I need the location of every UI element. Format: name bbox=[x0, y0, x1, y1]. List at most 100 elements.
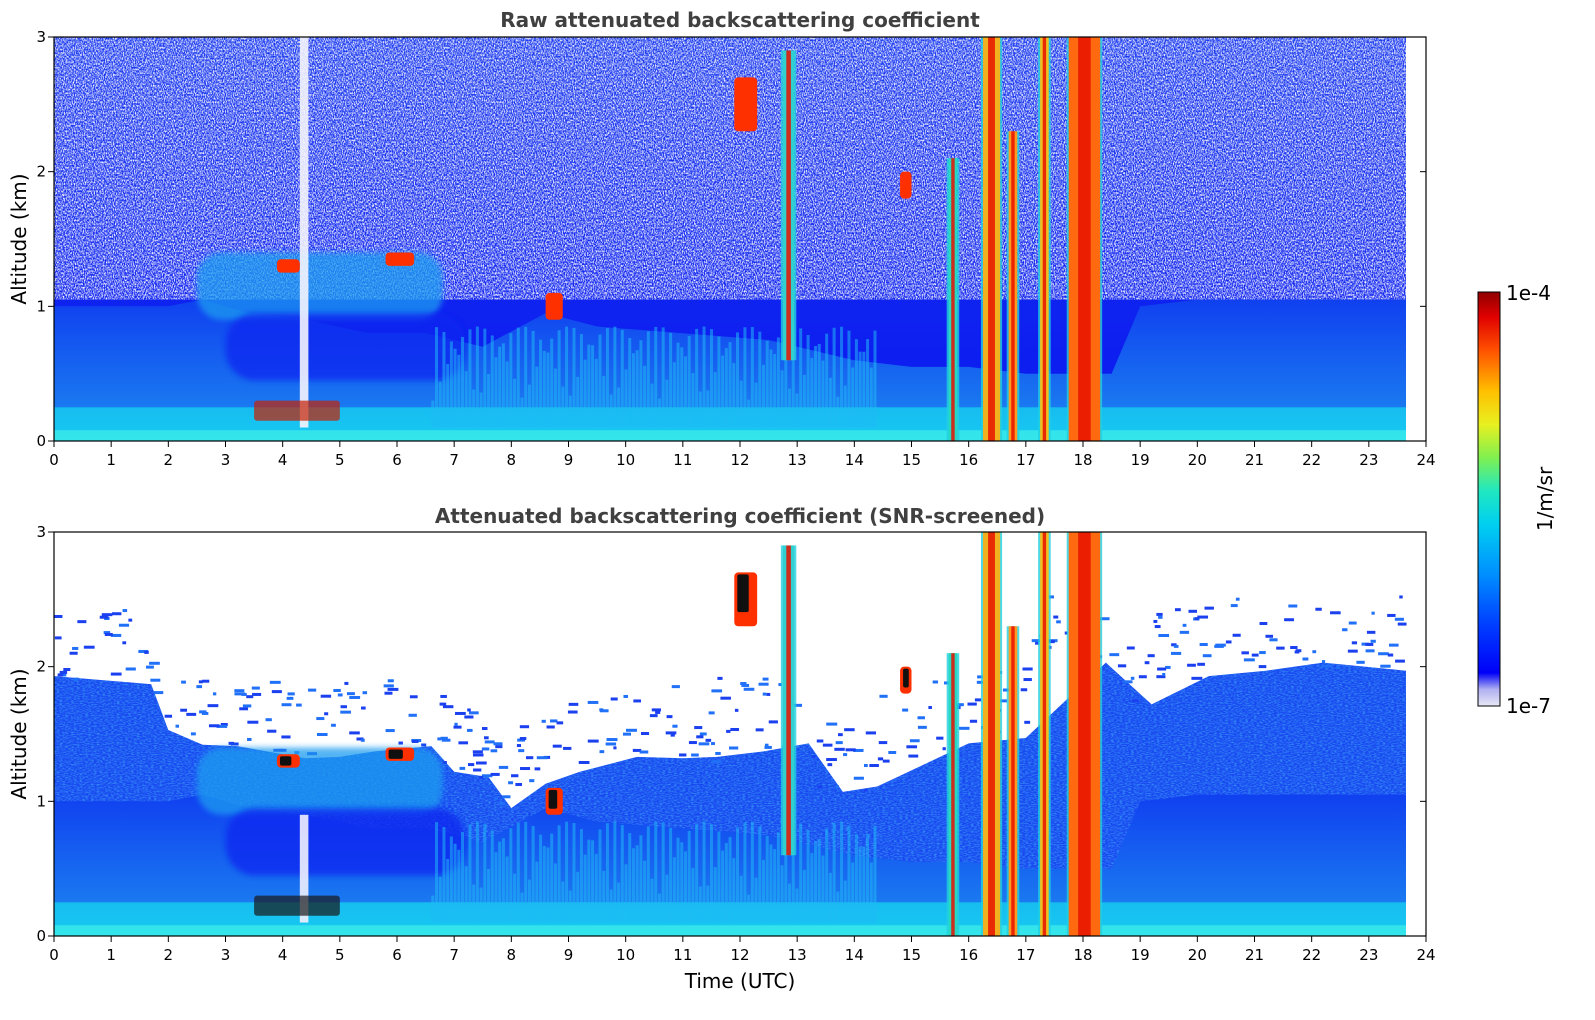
plume-streak bbox=[832, 327, 836, 428]
speckle-pixel bbox=[1035, 641, 1040, 645]
speckle-pixel bbox=[398, 741, 403, 745]
speckle-pixel bbox=[498, 765, 509, 769]
plume-streak bbox=[631, 353, 635, 428]
plume-streak bbox=[758, 331, 762, 428]
x-tick-label: 1 bbox=[106, 451, 116, 469]
clean-air-gap bbox=[225, 313, 466, 381]
plume-streak bbox=[561, 386, 565, 428]
speckle-pixel bbox=[481, 774, 493, 778]
plume-streak bbox=[728, 342, 732, 428]
speckle-pixel bbox=[63, 668, 71, 672]
speckle-pixel bbox=[128, 618, 133, 622]
plume-streak bbox=[546, 847, 550, 923]
speckle-pixel bbox=[442, 705, 454, 709]
speckle-pixel bbox=[296, 703, 302, 707]
speckle-pixel bbox=[54, 614, 63, 618]
panel2-title: Attenuated backscattering coefficient (S… bbox=[435, 504, 1045, 528]
heatmap-field bbox=[54, 532, 1426, 936]
plume-streak bbox=[535, 366, 539, 428]
plume-streak bbox=[542, 350, 546, 428]
x-tick-label: 22 bbox=[1302, 451, 1321, 469]
speckle-pixel bbox=[1356, 660, 1365, 664]
plume-streak bbox=[461, 336, 465, 428]
speckle-pixel bbox=[473, 768, 482, 772]
speckle-pixel bbox=[103, 631, 111, 635]
plume-streak bbox=[490, 830, 494, 923]
speckle-pixel bbox=[879, 694, 888, 698]
plume-streak bbox=[858, 846, 862, 923]
plume-streak bbox=[613, 326, 617, 428]
speckle-pixel bbox=[1302, 657, 1309, 661]
x-tick-label: 17 bbox=[1016, 451, 1035, 469]
speckle-pixel bbox=[349, 695, 361, 699]
x-tick-label: 19 bbox=[1131, 451, 1150, 469]
speckle-pixel bbox=[520, 767, 531, 771]
plume-streak bbox=[639, 835, 643, 923]
speckle-pixel bbox=[1251, 653, 1259, 657]
speckle-pixel bbox=[251, 686, 260, 690]
speckle-pixel bbox=[421, 743, 427, 747]
plume-streak bbox=[851, 862, 855, 923]
speckle-pixel bbox=[110, 672, 122, 676]
speckle-pixel bbox=[698, 742, 710, 746]
x-tick-label: 16 bbox=[959, 946, 978, 964]
plume-streak bbox=[847, 330, 851, 428]
speckle-pixel bbox=[688, 741, 697, 745]
speckle-pixel bbox=[441, 738, 451, 742]
plume-streak bbox=[531, 825, 535, 923]
x-tick-label: 13 bbox=[788, 946, 807, 964]
speckle-pixel bbox=[464, 715, 474, 719]
speckle-pixel bbox=[1020, 688, 1028, 692]
speckle-pixel bbox=[936, 736, 944, 740]
speckle-pixel bbox=[665, 731, 677, 735]
speckle-pixel bbox=[670, 733, 675, 737]
plume-streak bbox=[453, 843, 457, 923]
cloud-column bbox=[980, 532, 1003, 936]
x-tick-label: 5 bbox=[335, 946, 345, 964]
speckle-pixel bbox=[1395, 659, 1405, 663]
plume-streak bbox=[557, 825, 561, 923]
cloud-patch bbox=[276, 259, 300, 273]
speckle-pixel bbox=[1365, 649, 1375, 653]
speckle-pixel bbox=[1154, 625, 1161, 629]
speckle-pixel bbox=[734, 708, 739, 712]
plume-streak bbox=[765, 340, 769, 428]
speckle-pixel bbox=[816, 739, 824, 743]
speckle-pixel bbox=[316, 733, 328, 737]
x-tick-label: 20 bbox=[1188, 946, 1207, 964]
x-tick-label: 0 bbox=[49, 451, 59, 469]
plume-streak bbox=[587, 839, 591, 923]
plume-streak bbox=[620, 329, 624, 428]
speckle-pixel bbox=[149, 661, 160, 665]
residual-layer bbox=[196, 252, 443, 320]
plume-streak bbox=[773, 849, 777, 923]
speckle-pixel bbox=[72, 646, 79, 650]
speckle-pixel bbox=[383, 684, 394, 688]
plume-streak bbox=[643, 365, 647, 428]
speckle-pixel bbox=[705, 738, 712, 742]
speckle-pixel bbox=[1024, 720, 1031, 724]
plume-streak bbox=[617, 882, 621, 923]
speckle-pixel bbox=[917, 725, 927, 729]
speckle-pixel bbox=[384, 691, 393, 695]
speckle-pixel bbox=[1284, 618, 1294, 622]
speckle-pixel bbox=[869, 763, 879, 767]
speckle-pixel bbox=[479, 775, 484, 779]
speckle-pixel bbox=[1188, 609, 1198, 613]
panel2-ylabel: Altitude (km) bbox=[7, 668, 31, 799]
x-tick-label: 11 bbox=[673, 451, 692, 469]
speckle-pixel bbox=[110, 633, 122, 637]
plume-streak bbox=[546, 352, 550, 428]
cloud-patch bbox=[276, 754, 300, 768]
plume-streak bbox=[657, 893, 661, 923]
plume-streak bbox=[795, 393, 799, 428]
speckle-pixel bbox=[1214, 644, 1224, 648]
speckle-pixel bbox=[691, 753, 699, 757]
plume-streak bbox=[683, 356, 687, 428]
plume-streak bbox=[713, 867, 717, 923]
plume-streak bbox=[635, 350, 639, 428]
signal-gap-column bbox=[299, 37, 309, 428]
speckle-pixel bbox=[459, 766, 466, 770]
speckle-pixel bbox=[482, 727, 488, 731]
